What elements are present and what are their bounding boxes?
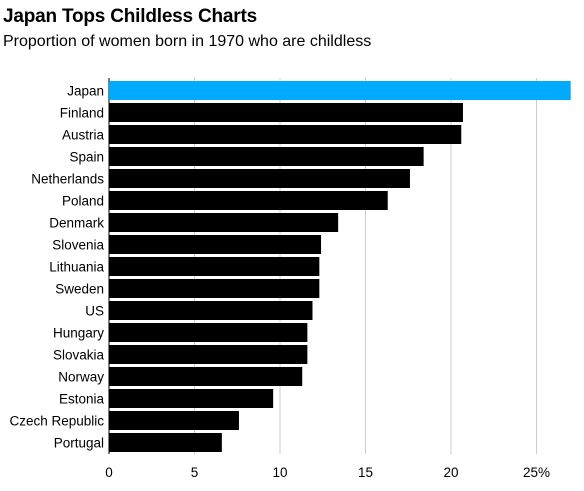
x-axis: 0 5 10 15 20 25% <box>105 465 550 480</box>
bar-us <box>109 301 313 320</box>
chart-subtitle: Proportion of women born in 1970 who are… <box>3 33 372 50</box>
x-tick-label-25: 25% <box>523 465 550 480</box>
bar-japan <box>109 81 571 100</box>
bar-portugal <box>109 433 222 452</box>
category-labels: Japan Finland Austria Spain Netherlands Polan… <box>9 84 104 451</box>
x-tick-label-5: 5 <box>191 465 199 480</box>
bar-slovakia <box>109 345 308 364</box>
bar-austria <box>109 125 462 144</box>
x-tick-label-10: 10 <box>272 465 287 480</box>
bar-netherlands <box>109 169 410 188</box>
category-label-estonia: Estonia <box>59 392 105 407</box>
bar-sweden <box>109 279 320 298</box>
x-tick-label-0: 0 <box>105 465 113 480</box>
category-label-norway: Norway <box>58 370 104 385</box>
category-label-poland: Poland <box>62 194 104 209</box>
bar-lithuania <box>109 257 320 276</box>
bar-norway <box>109 367 303 386</box>
bars <box>109 81 571 452</box>
chart-title: Japan Tops Childless Charts <box>3 6 257 27</box>
category-label-slovakia: Slovakia <box>53 348 105 363</box>
x-tick-label-20: 20 <box>443 465 458 480</box>
bar-poland <box>109 191 388 210</box>
category-label-netherlands: Netherlands <box>31 172 104 187</box>
category-label-czech-republic: Czech Republic <box>9 414 104 429</box>
category-label-denmark: Denmark <box>49 216 104 231</box>
category-label-lithuania: Lithuania <box>49 260 104 275</box>
bar-czech-republic <box>109 411 239 430</box>
x-tick-label-15: 15 <box>358 465 373 480</box>
bar-hungary <box>109 323 308 342</box>
bar-finland <box>109 103 463 122</box>
category-label-japan: Japan <box>67 84 104 99</box>
bar-slovenia <box>109 235 322 254</box>
category-label-slovenia: Slovenia <box>52 238 104 253</box>
category-label-austria: Austria <box>62 128 105 143</box>
bar-denmark <box>109 213 339 232</box>
category-label-spain: Spain <box>69 150 104 165</box>
category-label-hungary: Hungary <box>53 326 104 341</box>
category-label-portugal: Portugal <box>54 436 104 451</box>
category-label-finland: Finland <box>60 106 104 121</box>
category-label-sweden: Sweden <box>55 282 104 297</box>
bar-estonia <box>109 389 274 408</box>
category-label-us: US <box>85 304 104 319</box>
bar-spain <box>109 147 424 166</box>
